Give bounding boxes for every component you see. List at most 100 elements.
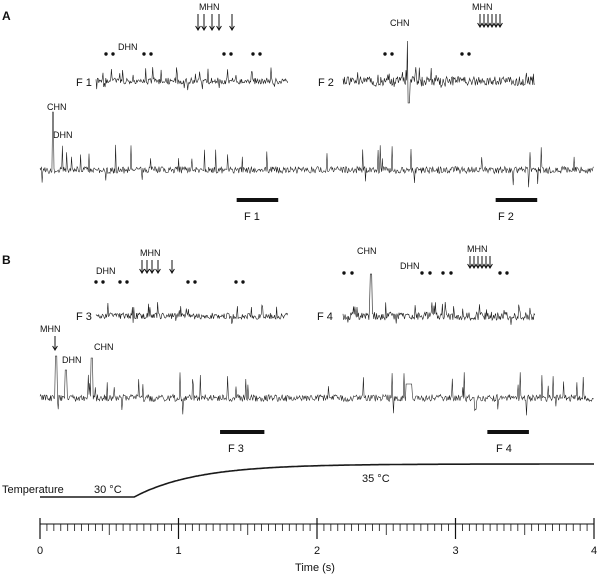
window-bar-f1 <box>236 198 279 202</box>
dhn-dot <box>460 52 464 56</box>
panel-a-label: A <box>2 9 11 23</box>
dhn-dot <box>251 52 255 56</box>
window-bar-f4 <box>487 430 529 434</box>
mhn-arrow <box>216 14 222 31</box>
inset-f3-label: F 3 <box>76 311 92 323</box>
inset-f3-dhn-dots <box>94 280 245 284</box>
mhn-arrow <box>195 14 201 31</box>
mhn-arrow <box>489 14 495 28</box>
inset-f2-label: F 2 <box>318 77 334 89</box>
mhn-arrow <box>481 14 487 28</box>
dhn-dot <box>449 271 453 275</box>
mhn-arrow <box>483 256 489 269</box>
inset-f2-mhn-arrows <box>477 14 503 28</box>
mhn-arrow <box>493 14 499 28</box>
temperature-label: Temperature <box>2 484 64 496</box>
temperature-panel: Temperature 30 °C 35 °C <box>2 463 594 498</box>
inset-f1-trace <box>95 67 289 91</box>
major-tick-label: 4 <box>591 545 597 557</box>
time-axis-major-ticks: 0 1 2 3 4 <box>37 518 597 557</box>
dhn-dot <box>428 271 432 275</box>
inset-f2-trace <box>342 40 535 104</box>
window-bar-f2 <box>495 198 538 202</box>
dhn-dot <box>229 52 233 56</box>
mhn-arrow <box>477 14 483 28</box>
dhn-dot <box>350 271 354 275</box>
dhn-dot <box>390 52 394 56</box>
dhn-dot <box>420 271 424 275</box>
panel-a: A F 1 DHN MHN F 2 CHN MHN CHN DHN F 1 F … <box>2 2 594 223</box>
inset-f4-mhn-label: MHN <box>467 244 488 254</box>
mhn-arrow <box>487 256 493 269</box>
inset-f4-trace <box>342 273 536 325</box>
inset-f3-mhn-arrows <box>139 260 175 274</box>
inset-f2: F 2 CHN MHN <box>318 2 535 104</box>
window-label-f3: F 3 <box>228 443 244 455</box>
inset-f4: F 4 CHN DHN MHN <box>317 244 536 325</box>
inset-f2-chn-label: CHN <box>390 18 410 28</box>
dhn-dot <box>125 280 129 284</box>
dhn-dot <box>441 271 445 275</box>
dhn-dot <box>498 271 502 275</box>
panel-b-label: B <box>2 253 11 267</box>
window-bar-f3 <box>220 430 265 434</box>
dhn-dot <box>193 280 197 284</box>
temperature-trace <box>40 463 594 498</box>
mhn-arrow <box>209 14 215 31</box>
dhn-dot <box>118 280 122 284</box>
inset-f2-dhn-dots <box>383 52 471 56</box>
time-axis-minor-ticks <box>39 524 595 535</box>
major-tick-label: 1 <box>175 545 181 557</box>
inset-f1-mhn-label: MHN <box>199 2 220 12</box>
mhn-arrow <box>139 260 145 274</box>
trace-b-dhn-label: DHN <box>62 355 82 365</box>
dhn-dot <box>94 280 98 284</box>
inset-f1-dhn-label: DHN <box>118 42 138 52</box>
mhn-arrow <box>479 256 485 269</box>
trace-a <box>39 111 594 188</box>
major-tick-label: 0 <box>37 545 43 557</box>
inset-f3: F 3 DHN MHN <box>76 248 289 324</box>
dhn-dot <box>467 52 471 56</box>
mhn-arrow <box>169 260 175 274</box>
dhn-dot <box>383 52 387 56</box>
dhn-dot <box>101 280 105 284</box>
trace-b-chn-label: CHN <box>94 342 114 352</box>
time-axis: 0 1 2 3 4 Time (s) <box>37 518 597 574</box>
trace-b <box>39 355 594 416</box>
mhn-arrow <box>485 14 491 28</box>
trace-b-mhn-label: MHN <box>40 324 61 334</box>
inset-f4-dhn-label: DHN <box>400 261 420 271</box>
mhn-arrow <box>149 260 155 274</box>
trace-a-chn-label: CHN <box>47 102 67 112</box>
mhn-arrow <box>144 260 150 274</box>
trace-b-mhn-arrow <box>52 336 58 351</box>
inset-f3-mhn-label: MHN <box>140 248 161 258</box>
dhn-dot <box>149 52 153 56</box>
mhn-arrow <box>201 14 207 31</box>
inset-f4-mhn-arrows <box>467 256 493 269</box>
mhn-arrow <box>467 256 473 269</box>
window-label-f1: F 1 <box>244 211 260 223</box>
dhn-dot <box>186 280 190 284</box>
inset-f1: F 1 DHN MHN <box>76 2 289 91</box>
mhn-arrow <box>471 256 477 269</box>
window-label-f2: F 2 <box>498 211 514 223</box>
trace-a-dhn-label: DHN <box>53 130 73 140</box>
inset-f4-label: F 4 <box>317 311 333 323</box>
dhn-dot <box>111 52 115 56</box>
dhn-dot <box>104 52 108 56</box>
dhn-dot <box>241 280 245 284</box>
temperature-start-label: 30 °C <box>94 484 122 496</box>
inset-f3-dhn-label: DHN <box>96 266 116 276</box>
inset-f1-mhn-arrows <box>195 14 235 31</box>
time-axis-title: Time (s) <box>295 562 335 574</box>
dhn-dot <box>142 52 146 56</box>
inset-f1-label: F 1 <box>76 77 92 89</box>
dhn-dot <box>342 271 346 275</box>
dhn-dot <box>222 52 226 56</box>
inset-f4-chn-label: CHN <box>357 246 377 256</box>
mhn-arrow <box>497 14 503 28</box>
mhn-arrow <box>52 336 58 351</box>
